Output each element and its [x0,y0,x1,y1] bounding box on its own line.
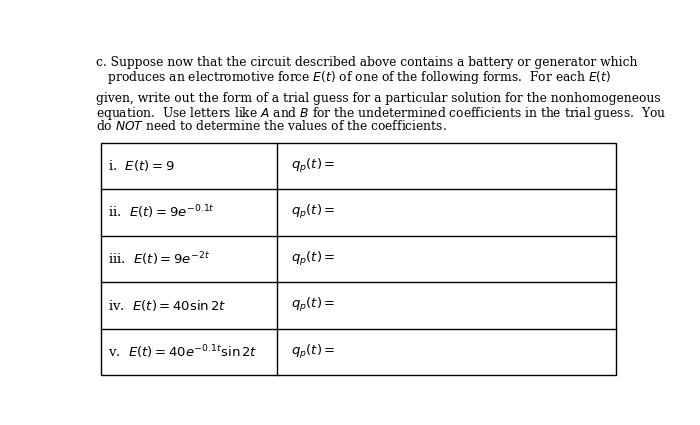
Text: $q_p(t)=$: $q_p(t)=$ [291,296,335,314]
Text: do $\mathit{NOT}$ need to determine the values of the coefficients.: do $\mathit{NOT}$ need to determine the … [96,119,447,133]
Text: iv.  $E(t)=40\sin 2t$: iv. $E(t)=40\sin 2t$ [108,298,226,313]
Text: $q_p(t)=$: $q_p(t)=$ [291,250,335,268]
Text: $q_p(t)=$: $q_p(t)=$ [291,157,335,175]
Text: iii.  $E(t)=9e^{-2t}$: iii. $E(t)=9e^{-2t}$ [108,250,210,268]
Text: produces an electromotive force $E(t)$ of one of the following forms.  For each : produces an electromotive force $E(t)$ o… [96,69,611,86]
Text: ii.  $E(t)=9e^{-0.1t}$: ii. $E(t)=9e^{-0.1t}$ [108,204,214,221]
Text: v.  $E(t)=40e^{-0.1t}\sin 2t$: v. $E(t)=40e^{-0.1t}\sin 2t$ [108,343,257,360]
Text: $q_p(t)=$: $q_p(t)=$ [291,343,335,361]
Text: i.  $E(t)=9$: i. $E(t)=9$ [108,159,174,173]
Bar [101,143,617,375]
Text: equation.  Use letters like $A$ and $B$ for the undetermined coefficients in the: equation. Use letters like $A$ and $B$ f… [96,105,666,122]
Text: $q_p(t)=$: $q_p(t)=$ [291,203,335,221]
Text: given, write out the form of a trial guess for a particular solution for the non: given, write out the form of a trial gue… [96,92,660,105]
Text: c. Suppose now that the circuit described above contains a battery or generator : c. Suppose now that the circuit describe… [96,56,637,69]
